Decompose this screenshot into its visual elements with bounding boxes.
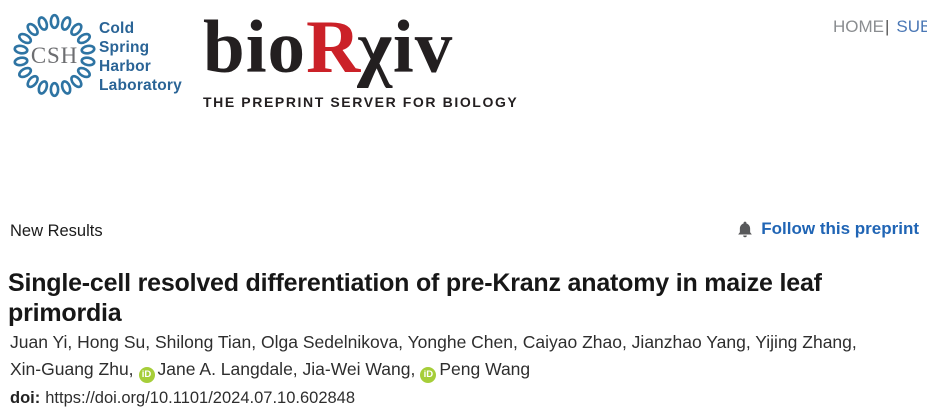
biorxiv-wordmark: bioRχiv <box>203 0 518 95</box>
cshl-name-line: Cold <box>99 20 135 37</box>
authors-line1: Juan Yi, Hong Su, Shilong Tian, Olga Sed… <box>10 332 857 352</box>
cshl-name: Cold Spring Harbor Laboratory <box>99 19 182 95</box>
orcid-icon[interactable]: iD <box>138 366 155 383</box>
top-nav: HOME| SUB <box>833 17 927 37</box>
biorxiv-logo[interactable]: bioRχiv THE PREPRINT SERVER FOR BIOLOGY <box>203 0 518 110</box>
wordmark-chi: χ <box>357 6 393 89</box>
nav-home-link[interactable]: HOME <box>833 17 884 36</box>
follow-preprint-label: Follow this preprint <box>761 219 919 238</box>
nav-submit-link[interactable]: SUB <box>896 17 927 36</box>
wordmark-r: R <box>306 6 362 89</box>
cshl-name-line: Spring <box>99 39 150 56</box>
bell-icon <box>738 221 753 237</box>
authors-line2-part3: Peng Wang <box>439 358 531 379</box>
orcid-icon[interactable]: iD <box>420 366 437 383</box>
authors-line2-part2: Jane A. Langdale, Jia-Wei Wang, <box>157 358 416 379</box>
dna-ring-icon: CSH <box>12 13 97 98</box>
follow-preprint-link[interactable]: Follow this preprint <box>736 219 919 239</box>
wordmark-bio: bio <box>203 6 307 89</box>
doi-line: doi: https://doi.org/10.1101/2024.07.10.6… <box>10 389 355 408</box>
cshl-name-line: Harbor <box>99 58 152 75</box>
csh-acronym: CSH <box>31 43 78 68</box>
cshl-logo[interactable]: CSH <box>12 13 97 98</box>
wordmark-iv: iv <box>392 6 454 89</box>
section-label: New Results <box>10 222 103 240</box>
author-list: Juan Yi, Hong Su, Shilong Tian, Olga Sed… <box>10 329 915 383</box>
nav-separator: | <box>885 17 890 36</box>
article-title: Single-cell resolved differentiation of … <box>8 269 822 327</box>
doi-label: doi: <box>10 389 41 407</box>
doi-url-link[interactable]: https://doi.org/10.1101/2024.07.10.60284… <box>45 389 356 407</box>
biorxiv-tagline: THE PREPRINT SERVER FOR BIOLOGY <box>203 94 519 110</box>
authors-line2-part1: Xin-Guang Zhu, <box>10 358 134 379</box>
cshl-name-line: Laboratory <box>99 77 182 94</box>
